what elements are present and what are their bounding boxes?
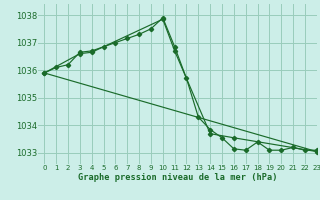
X-axis label: Graphe pression niveau de la mer (hPa): Graphe pression niveau de la mer (hPa)	[78, 173, 277, 182]
